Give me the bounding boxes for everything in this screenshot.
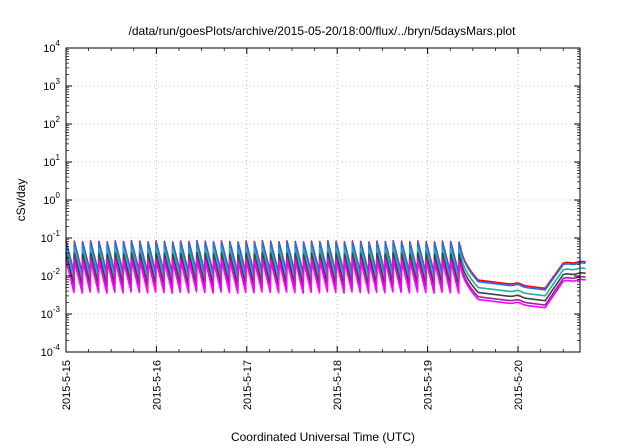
y-tick-label: 103 [43,77,60,93]
y-tick-label: 10-3 [41,305,61,321]
x-tick-label: 2015-5-20 [513,360,525,410]
y-axis-label: cSv/day [14,179,28,222]
x-tick-label: 2015-5-16 [151,360,163,410]
x-tick-label: 2015-5-18 [332,360,344,410]
y-tick-label: 102 [43,115,60,131]
x-tick-label: 2015-5-19 [423,360,435,410]
x-axis-label: Coordinated Universal Time (UTC) [231,430,415,444]
chart-title: /data/run/goesPlots/archive/2015-05-20/1… [129,24,517,38]
y-tick-label: 10-2 [41,267,61,283]
y-tick-label: 104 [43,39,60,55]
series-line-2 [65,240,587,291]
y-axis: 10-4 10-3 10-2 10-1 100 101 102 103 104 [41,39,580,359]
y-tick-label: 101 [43,153,60,169]
plot-lines [65,239,587,309]
x-axis: 2015-5-15 2015-5-16 2015-5-17 2015-5-18 2015… [61,48,564,410]
x-tick-label: 2015-5-15 [61,360,73,410]
y-tick-label: 10-1 [41,229,61,245]
y-tick-label: 100 [43,191,60,207]
series-line-3 [65,247,587,297]
y-tick-label: 10-4 [41,343,61,359]
series-line-4 [65,252,587,302]
x-tick-label: 2015-5-17 [242,360,254,410]
series-line-6 [65,259,587,309]
grid [66,48,580,352]
